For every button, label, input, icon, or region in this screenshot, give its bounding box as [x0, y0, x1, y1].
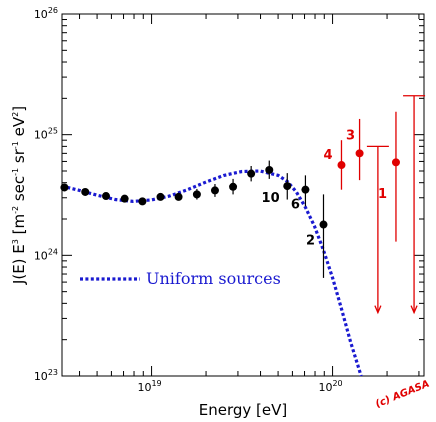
data-point: [391, 158, 400, 167]
data-point: [265, 165, 274, 174]
y-axis-title: J(E) E3 [m-2 sec-1 sr-1 eV2]: [10, 106, 28, 285]
y-tick-label: 1026: [34, 6, 58, 21]
credit-watermark: (c) AGASA: [374, 379, 431, 411]
data-point: [60, 183, 69, 192]
data-point: [337, 161, 346, 170]
data-point: [81, 187, 90, 196]
point-label: 4: [324, 148, 333, 163]
x-tick-label: 1019: [137, 379, 161, 394]
data-points-layer: [60, 95, 426, 315]
point-label: 1: [378, 187, 387, 202]
y-tick-label: 1023: [34, 368, 58, 383]
data-point: [174, 192, 183, 201]
point-label: 3: [346, 129, 355, 144]
data-point: [120, 194, 129, 203]
data-point: [210, 186, 219, 195]
y-tick-label: 1025: [34, 127, 58, 142]
x-tick-label: 1020: [318, 379, 342, 394]
data-point: [283, 182, 292, 191]
legend-label: Uniform sources: [146, 269, 281, 288]
y-tick-label: 1024: [34, 247, 58, 262]
data-point: [355, 149, 364, 158]
data-point: [247, 169, 256, 178]
data-point: [192, 190, 201, 199]
legend: Uniform sources: [80, 269, 281, 288]
point-label: 2: [306, 234, 315, 249]
plot-frame: [61, 13, 425, 377]
point-label: 6: [291, 197, 300, 212]
data-point: [138, 197, 147, 206]
axis-ticks: [62, 14, 424, 377]
x-axis-title: Energy [eV]: [199, 401, 287, 419]
data-point: [229, 182, 238, 191]
point-label: 10: [262, 191, 280, 206]
data-point: [156, 192, 165, 201]
upper-limit-arrow: [374, 305, 382, 315]
point-annotations: 10 6 2 43 1: [262, 129, 388, 249]
data-point: [101, 192, 110, 201]
upper-limit-arrow: [410, 305, 418, 315]
data-point: [319, 220, 328, 229]
data-point: [301, 185, 310, 194]
